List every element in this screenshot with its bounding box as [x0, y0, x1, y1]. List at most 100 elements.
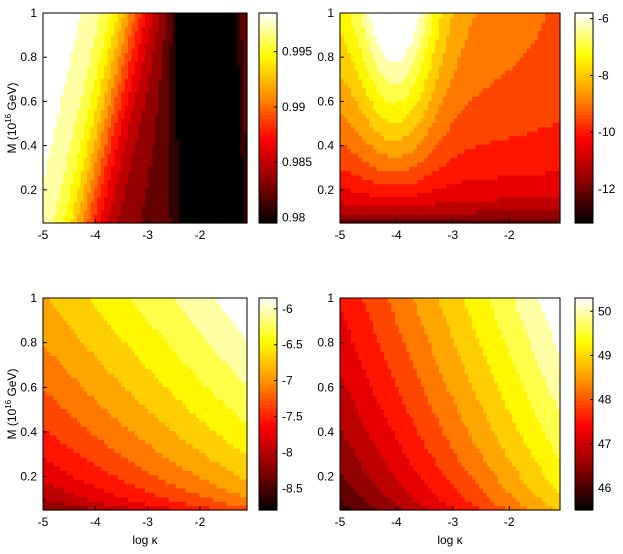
- heatmap-cell: [175, 104, 180, 110]
- heatmap-cell: [384, 196, 389, 202]
- heatmap-cell: [442, 153, 447, 158]
- heatmap-cell: [243, 214, 248, 220]
- heatmap-cell: [461, 21, 466, 27]
- heatmap-cell: [196, 48, 200, 53]
- heatmap-cell: [70, 148, 75, 154]
- heatmap-cell: [138, 96, 143, 102]
- heatmap-cell: [351, 17, 356, 23]
- heatmap-cell: [376, 201, 381, 207]
- heatmap-cell: [380, 135, 385, 141]
- heatmap-cell: [236, 61, 241, 67]
- heatmap-cell: [202, 113, 207, 119]
- heatmap-cell: [83, 161, 88, 167]
- heatmap-cell: [362, 209, 367, 215]
- heatmap-cell: [165, 205, 170, 211]
- heatmap-cell: [168, 74, 173, 80]
- heatmap-cell: [158, 39, 163, 45]
- heatmap-cell: [431, 30, 436, 36]
- heatmap-cell: [87, 100, 92, 106]
- heatmap-cell: [472, 30, 477, 36]
- heatmap-cell: [80, 161, 85, 167]
- heatmap-cell: [457, 188, 462, 193]
- heatmap-cell: [165, 113, 170, 119]
- heatmap-cell: [155, 161, 160, 167]
- heatmap-cell: [56, 13, 61, 18]
- heatmap-cell: [46, 109, 51, 115]
- heatmap-cell: [431, 157, 436, 163]
- heatmap-cell: [453, 170, 458, 176]
- heatmap-cell: [155, 48, 160, 53]
- heatmap-cell: [77, 109, 81, 115]
- heatmap-cell: [107, 113, 112, 119]
- heatmap-cell: [373, 139, 378, 145]
- heatmap-cell: [362, 100, 367, 106]
- heatmap-cell: [409, 96, 414, 102]
- heatmap-cell: [100, 205, 105, 211]
- heatmap-cell: [189, 87, 194, 93]
- heatmap-cell: [464, 170, 469, 176]
- heatmap-cell: [131, 196, 136, 202]
- heatmap-cell: [446, 39, 451, 45]
- heatmap-cell: [189, 83, 194, 88]
- heatmap-cell: [398, 13, 403, 18]
- heatmap-cell: [343, 205, 348, 211]
- heatmap-cell: [70, 161, 75, 167]
- heatmap-cell: [354, 109, 359, 115]
- heatmap-cell: [435, 126, 440, 132]
- heatmap-cell: [131, 192, 136, 198]
- heatmap-cell: [343, 201, 348, 207]
- heatmap-cell: [340, 65, 345, 71]
- heatmap-cell: [172, 65, 177, 71]
- heatmap-cell: [94, 26, 98, 32]
- heatmap-cell: [490, 30, 495, 36]
- heatmap-cell: [151, 192, 156, 198]
- heatmap-cell: [384, 118, 389, 123]
- heatmap-cell: [162, 135, 166, 141]
- heatmap-cell: [155, 61, 160, 67]
- heatmap-cell: [179, 34, 183, 40]
- heatmap-cell: [340, 170, 345, 176]
- heatmap-cell: [80, 61, 85, 67]
- heatmap-cell: [179, 21, 183, 27]
- heatmap-cell: [365, 39, 370, 45]
- heatmap-cell: [100, 201, 105, 207]
- heatmap-cell: [131, 188, 136, 193]
- heatmap-cell: [380, 161, 385, 167]
- heatmap-cell: [243, 196, 248, 202]
- heatmap-cell: [402, 135, 407, 141]
- heatmap-cell: [226, 87, 231, 93]
- heatmap-cell: [365, 192, 370, 198]
- heatmap-cell: [486, 170, 491, 176]
- heatmap-cell: [387, 74, 392, 80]
- heatmap-cell: [121, 209, 126, 215]
- heatmap-cell: [155, 113, 160, 119]
- heatmap-cell: [395, 39, 400, 45]
- heatmap-cell: [114, 166, 119, 172]
- heatmap-cell: [131, 83, 136, 88]
- heatmap-cell: [165, 166, 170, 172]
- heatmap-cell: [155, 166, 160, 172]
- heatmap-cell: [56, 218, 61, 224]
- heatmap-cell: [483, 17, 488, 23]
- heatmap-cell: [73, 13, 78, 18]
- heatmap-cell: [413, 91, 418, 97]
- heatmap-cell: [172, 122, 177, 128]
- heatmap-cell: [80, 205, 85, 211]
- heatmap-cell: [369, 144, 374, 150]
- heatmap-cell: [182, 39, 187, 45]
- heatmap-cell: [240, 183, 245, 189]
- heatmap-cell: [46, 179, 51, 185]
- heatmap-cell: [111, 34, 115, 40]
- heatmap-cell: [468, 48, 473, 53]
- heatmap-cell: [351, 21, 356, 27]
- heatmap-cell: [391, 166, 396, 172]
- heatmap-cell: [97, 30, 102, 36]
- heatmap-cell: [413, 113, 418, 119]
- heatmap-cell: [395, 126, 400, 132]
- heatmap-cell: [128, 96, 132, 102]
- heatmap-cell: [162, 52, 166, 58]
- heatmap-cell: [402, 209, 407, 215]
- heatmap-cell: [145, 214, 149, 220]
- heatmap-cell: [494, 214, 499, 220]
- heatmap-cell: [138, 118, 143, 123]
